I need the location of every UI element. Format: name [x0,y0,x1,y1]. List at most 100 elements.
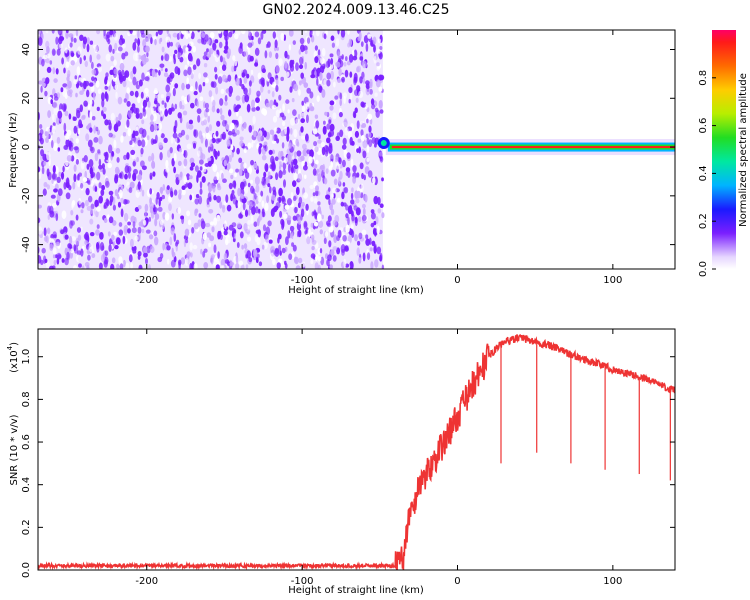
noise-dot [274,39,278,49]
noise-dot [98,195,104,204]
noise-dot [146,135,150,141]
noise-dot [282,161,287,170]
noise-dot [256,237,261,246]
noise-dot [94,152,99,162]
noise-dot [170,136,174,144]
noise-dot [274,156,279,161]
top-y-tick-label: 20 [21,92,32,105]
noise-dot [95,126,99,132]
noise-dot [154,71,158,78]
noise-dot [345,167,351,173]
noise-dot [69,92,73,98]
noise-dot [379,46,383,50]
noise-dot [99,242,105,251]
noise-dot [303,165,308,171]
noise-dot [215,138,221,144]
noise-dot [228,154,233,163]
noise-dot [126,181,130,189]
noise-dot [195,81,198,90]
noise-dot [177,160,182,167]
noise-dot [52,101,58,109]
noise-dot [79,104,84,113]
noise-dot [373,227,376,235]
noise-dot [374,92,378,97]
noise-dot [79,34,84,41]
noise-dot [334,95,339,100]
noise-dot [91,178,95,184]
noise-dot [166,245,171,251]
noise-dot [88,195,93,203]
noise-dot [113,231,117,236]
noise-dot [285,71,290,78]
noise-dot [375,109,380,119]
noise-dot [330,169,336,177]
noise-dot [57,254,62,259]
noise-dot [89,111,92,120]
noise-dot [95,209,99,218]
noise-dot [96,243,100,253]
noise-dot [331,187,337,194]
noise-dot [204,138,208,148]
noise-dot [211,105,216,113]
noise-dot [169,72,175,79]
noise-dot [46,46,50,54]
noise-dot [115,91,118,99]
noise-dot [279,250,282,256]
noise-dot [190,73,194,80]
noise-dot [208,90,213,98]
noise-dot [325,168,329,174]
noise-dot [243,148,247,154]
noise-dot [107,231,111,237]
noise-dot [280,166,284,172]
noise-dot [61,57,64,65]
noise-dot [95,80,100,88]
noise-dot [372,177,376,185]
noise-dot [309,184,314,190]
noise-dot [235,77,241,86]
noise-dot [369,81,373,89]
noise-dot [292,109,297,116]
noise-dot [378,100,383,109]
noise-dot [358,31,362,40]
noise-dot [145,91,149,99]
noise-dot [85,187,90,196]
noise-dot [287,230,291,239]
noise-dot [73,244,77,252]
noise-dot [371,103,376,110]
noise-dot [179,56,184,63]
noise-dot [358,232,363,240]
noise-dot [279,210,283,218]
noise-dot [208,183,212,193]
noise-dot [142,219,147,226]
noise-dot [251,206,256,215]
noise-dot [327,132,332,138]
noise-dot [278,258,283,263]
noise-dot [365,80,370,85]
noise-dot [333,81,336,88]
noise-dot [257,229,261,238]
noise-dot [55,213,59,222]
noise-dot [57,188,63,197]
noise-dot [44,258,48,263]
noise-dot [226,204,232,212]
noise-dot [322,125,327,135]
noise-dot [321,63,326,70]
noise-dot [275,109,280,118]
noise-dot [200,30,204,33]
noise-dot [183,158,188,167]
noise-dot [38,63,41,72]
noise-dot [329,63,334,70]
noise-dot [39,129,44,136]
noise-dot [252,201,256,208]
noise-dot [219,64,223,71]
noise-dot [210,221,214,226]
noise-dot [261,244,265,250]
noise-dot [196,58,201,67]
noise-dot [324,111,328,116]
noise-dot [181,185,186,190]
noise-dot [293,128,298,138]
noise-dot [355,97,359,103]
noise-dot [366,252,371,260]
noise-dot [137,174,143,181]
noise-dot [297,216,302,225]
